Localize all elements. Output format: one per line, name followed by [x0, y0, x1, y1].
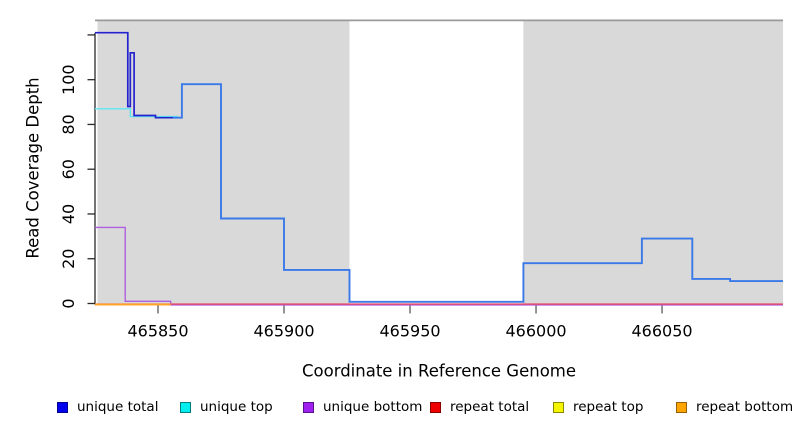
repeat-top-swatch-icon	[553, 401, 564, 413]
legend-item-unique-bottom: unique bottom	[303, 399, 422, 415]
y-tick-label: 80	[59, 114, 78, 134]
shaded-coverage-band	[97, 20, 350, 305]
series-unique-total	[173, 83, 783, 303]
y-tick-label: 60	[59, 159, 78, 179]
series-unique-top	[95, 108, 179, 118]
x-tick-label: 465950	[379, 322, 440, 341]
y-tick-label: 100	[59, 64, 78, 95]
legend-label: unique top	[200, 399, 273, 415]
legend-label: unique total	[77, 399, 159, 415]
y-tick-label: 40	[59, 204, 78, 224]
legend-item-unique-top: unique top	[180, 399, 273, 415]
legend-item-repeat-total: repeat total	[430, 399, 529, 415]
y-tick-label: 0	[59, 298, 78, 308]
legend-label: unique bottom	[323, 399, 423, 415]
legend-label: repeat total	[450, 399, 530, 415]
legend-item-repeat-bottom: repeat bottom	[676, 399, 792, 415]
repeat-bottom-swatch-icon	[676, 401, 687, 413]
x-axis-title: Coordinate in Reference Genome	[301, 361, 577, 381]
x-tick-label: 466000	[505, 322, 566, 341]
x-tick-label: 465900	[253, 322, 314, 341]
y-axis-title: Read Coverage Depth	[23, 77, 43, 259]
unique-top-swatch-icon	[180, 401, 191, 413]
x-tick-label: 465850	[127, 322, 188, 341]
legend-item-repeat-top: repeat top	[553, 399, 643, 415]
legend-label: repeat top	[573, 399, 644, 415]
series-unique-bottom	[95, 226, 783, 306]
y-tick-label: 20	[59, 249, 78, 269]
legend-item-unique-total: unique total	[57, 399, 158, 415]
unique-bottom-swatch-icon	[303, 401, 314, 413]
unique-total-swatch-icon	[57, 401, 68, 413]
legend-label: repeat bottom	[696, 399, 792, 415]
repeat-total-swatch-icon	[430, 401, 441, 413]
x-tick-label: 466050	[631, 322, 692, 341]
series-unique-total-left	[95, 31, 174, 119]
shaded-coverage-band	[523, 20, 783, 305]
